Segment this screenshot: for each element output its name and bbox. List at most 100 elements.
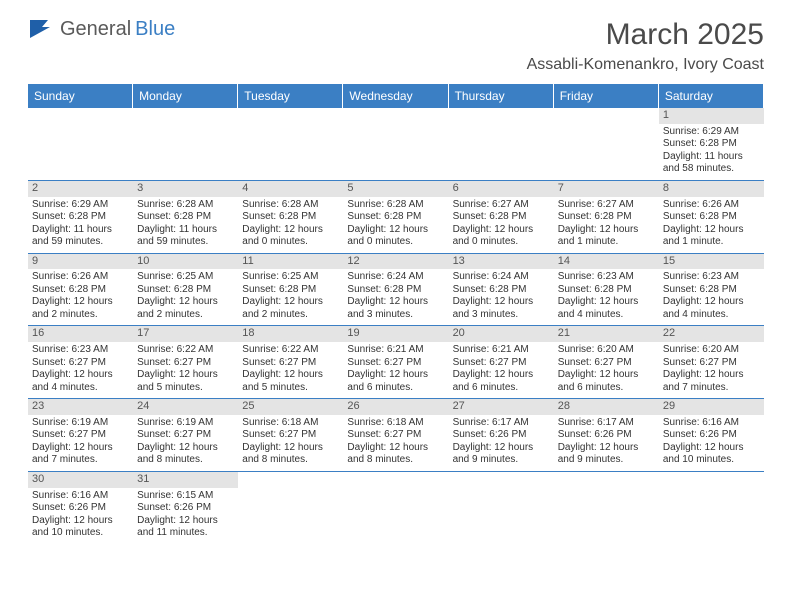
sunrise-line: Sunrise: 6:20 AM (558, 344, 655, 357)
day-number: 19 (343, 326, 448, 342)
daylight-line: Daylight: 12 hours and 0 minutes. (453, 224, 550, 249)
sunset-line: Sunset: 6:27 PM (663, 357, 760, 370)
daylight-line: Daylight: 12 hours and 5 minutes. (242, 369, 339, 394)
sunrise-line: Sunrise: 6:17 AM (558, 417, 655, 430)
daylight-line: Daylight: 11 hours and 59 minutes. (137, 224, 234, 249)
calendar-cell: 24Sunrise: 6:19 AMSunset: 6:27 PMDayligh… (133, 399, 238, 472)
calendar-cell: 29Sunrise: 6:16 AMSunset: 6:26 PMDayligh… (659, 399, 764, 472)
sunrise-line: Sunrise: 6:28 AM (137, 199, 234, 212)
daylight-line: Daylight: 12 hours and 8 minutes. (347, 442, 444, 467)
cell-body: Sunrise: 6:18 AMSunset: 6:27 PMDaylight:… (343, 415, 448, 471)
daylight-line: Daylight: 12 hours and 6 minutes. (558, 369, 655, 394)
calendar-cell: 2Sunrise: 6:29 AMSunset: 6:28 PMDaylight… (28, 181, 133, 254)
sunset-line: Sunset: 6:26 PM (137, 502, 234, 515)
cell-body: Sunrise: 6:24 AMSunset: 6:28 PMDaylight:… (449, 269, 554, 325)
cell-body: Sunrise: 6:28 AMSunset: 6:28 PMDaylight:… (238, 197, 343, 253)
sunset-line: Sunset: 6:28 PM (242, 284, 339, 297)
daylight-line: Daylight: 12 hours and 0 minutes. (242, 224, 339, 249)
sunrise-line: Sunrise: 6:16 AM (32, 490, 129, 503)
sunrise-line: Sunrise: 6:22 AM (242, 344, 339, 357)
calendar-cell: 9Sunrise: 6:26 AMSunset: 6:28 PMDaylight… (28, 254, 133, 327)
day-number: 13 (449, 254, 554, 270)
calendar-cell: 4Sunrise: 6:28 AMSunset: 6:28 PMDaylight… (238, 181, 343, 254)
cell-body: Sunrise: 6:27 AMSunset: 6:28 PMDaylight:… (449, 197, 554, 253)
cell-body: Sunrise: 6:21 AMSunset: 6:27 PMDaylight:… (449, 342, 554, 398)
calendar-cell-empty (554, 108, 659, 181)
sunset-line: Sunset: 6:28 PM (242, 211, 339, 224)
sunrise-line: Sunrise: 6:19 AM (32, 417, 129, 430)
calendar-cell: 11Sunrise: 6:25 AMSunset: 6:28 PMDayligh… (238, 254, 343, 327)
sunrise-line: Sunrise: 6:23 AM (558, 271, 655, 284)
day-number: 23 (28, 399, 133, 415)
calendar-cell: 20Sunrise: 6:21 AMSunset: 6:27 PMDayligh… (449, 326, 554, 399)
sunrise-line: Sunrise: 6:22 AM (137, 344, 234, 357)
cell-body: Sunrise: 6:23 AMSunset: 6:27 PMDaylight:… (28, 342, 133, 398)
calendar-cell-empty (238, 472, 343, 544)
sunrise-line: Sunrise: 6:23 AM (663, 271, 760, 284)
cell-body: Sunrise: 6:22 AMSunset: 6:27 PMDaylight:… (133, 342, 238, 398)
sunrise-line: Sunrise: 6:15 AM (137, 490, 234, 503)
cell-body: Sunrise: 6:24 AMSunset: 6:28 PMDaylight:… (343, 269, 448, 325)
day-number: 15 (659, 254, 764, 270)
calendar-cell: 15Sunrise: 6:23 AMSunset: 6:28 PMDayligh… (659, 254, 764, 327)
sunrise-line: Sunrise: 6:27 AM (453, 199, 550, 212)
calendar-cell-empty (449, 472, 554, 544)
sunrise-line: Sunrise: 6:18 AM (347, 417, 444, 430)
cell-body: Sunrise: 6:29 AMSunset: 6:28 PMDaylight:… (28, 197, 133, 253)
calendar-cell-empty (28, 108, 133, 181)
daylight-line: Daylight: 11 hours and 58 minutes. (663, 151, 760, 176)
day-number: 6 (449, 181, 554, 197)
day-number: 21 (554, 326, 659, 342)
daylight-line: Daylight: 12 hours and 3 minutes. (347, 296, 444, 321)
sunrise-line: Sunrise: 6:24 AM (347, 271, 444, 284)
day-number: 16 (28, 326, 133, 342)
calendar-cell: 23Sunrise: 6:19 AMSunset: 6:27 PMDayligh… (28, 399, 133, 472)
day-number: 26 (343, 399, 448, 415)
calendar-cell: 17Sunrise: 6:22 AMSunset: 6:27 PMDayligh… (133, 326, 238, 399)
sunset-line: Sunset: 6:28 PM (453, 284, 550, 297)
sunset-line: Sunset: 6:28 PM (663, 138, 760, 151)
sunset-line: Sunset: 6:27 PM (137, 429, 234, 442)
cell-body: Sunrise: 6:25 AMSunset: 6:28 PMDaylight:… (133, 269, 238, 325)
cell-body: Sunrise: 6:23 AMSunset: 6:28 PMDaylight:… (659, 269, 764, 325)
daylight-line: Daylight: 12 hours and 2 minutes. (137, 296, 234, 321)
day-number: 30 (28, 472, 133, 488)
cell-body: Sunrise: 6:20 AMSunset: 6:27 PMDaylight:… (554, 342, 659, 398)
sunrise-line: Sunrise: 6:21 AM (347, 344, 444, 357)
sunset-line: Sunset: 6:27 PM (558, 357, 655, 370)
day-header: Friday (554, 84, 659, 108)
calendar-cell-empty (133, 108, 238, 181)
sunset-line: Sunset: 6:26 PM (663, 429, 760, 442)
daylight-line: Daylight: 12 hours and 7 minutes. (663, 369, 760, 394)
daylight-line: Daylight: 12 hours and 3 minutes. (453, 296, 550, 321)
sunset-line: Sunset: 6:27 PM (32, 357, 129, 370)
calendar-grid: SundayMondayTuesdayWednesdayThursdayFrid… (28, 84, 764, 544)
day-header: Wednesday (343, 84, 448, 108)
sunset-line: Sunset: 6:28 PM (558, 211, 655, 224)
logo-text-blue: Blue (135, 18, 175, 41)
daylight-line: Daylight: 12 hours and 9 minutes. (558, 442, 655, 467)
sunrise-line: Sunrise: 6:23 AM (32, 344, 129, 357)
cell-body: Sunrise: 6:16 AMSunset: 6:26 PMDaylight:… (28, 488, 133, 544)
daylight-line: Daylight: 12 hours and 1 minute. (558, 224, 655, 249)
calendar-cell: 14Sunrise: 6:23 AMSunset: 6:28 PMDayligh… (554, 254, 659, 327)
daylight-line: Daylight: 12 hours and 5 minutes. (137, 369, 234, 394)
cell-body: Sunrise: 6:16 AMSunset: 6:26 PMDaylight:… (659, 415, 764, 471)
day-number: 3 (133, 181, 238, 197)
sunrise-line: Sunrise: 6:27 AM (558, 199, 655, 212)
day-number: 5 (343, 181, 448, 197)
sunset-line: Sunset: 6:27 PM (137, 357, 234, 370)
sunset-line: Sunset: 6:27 PM (347, 357, 444, 370)
daylight-line: Daylight: 12 hours and 11 minutes. (137, 515, 234, 540)
day-header: Monday (133, 84, 238, 108)
calendar-cell-empty (343, 108, 448, 181)
cell-body: Sunrise: 6:21 AMSunset: 6:27 PMDaylight:… (343, 342, 448, 398)
cell-body: Sunrise: 6:26 AMSunset: 6:28 PMDaylight:… (28, 269, 133, 325)
cell-body: Sunrise: 6:25 AMSunset: 6:28 PMDaylight:… (238, 269, 343, 325)
sunrise-line: Sunrise: 6:24 AM (453, 271, 550, 284)
daylight-line: Daylight: 12 hours and 8 minutes. (137, 442, 234, 467)
daylight-line: Daylight: 12 hours and 2 minutes. (32, 296, 129, 321)
cell-body: Sunrise: 6:29 AMSunset: 6:28 PMDaylight:… (659, 124, 764, 180)
sunrise-line: Sunrise: 6:29 AM (32, 199, 129, 212)
sunset-line: Sunset: 6:28 PM (347, 211, 444, 224)
